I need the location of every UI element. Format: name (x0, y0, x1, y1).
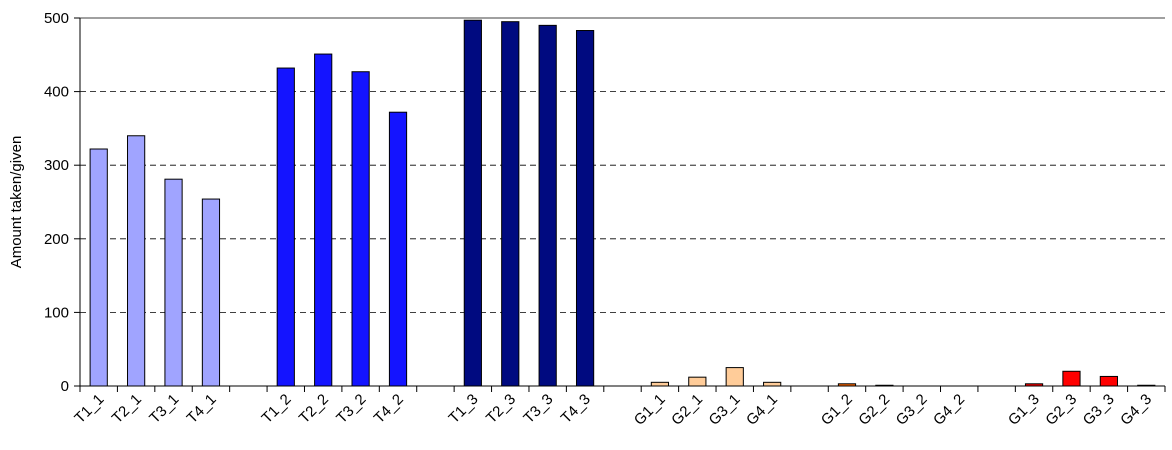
x-tick-label: T3_1 (146, 391, 182, 427)
y-tick-label: 0 (61, 378, 69, 395)
x-tick-label: G3_3 (1080, 391, 1118, 429)
x-tick-label: T3_2 (333, 391, 369, 427)
x-tick-label: T2_1 (109, 391, 145, 427)
bar (276, 67, 295, 387)
axes (74, 17, 1166, 392)
x-tick-label: G2_2 (855, 391, 893, 429)
x-tick-label: G1_1 (631, 391, 669, 429)
x-tick-label: T2_2 (296, 391, 332, 427)
y-tick-label: 200 (44, 231, 69, 248)
x-tick-label: T4_2 (371, 391, 407, 427)
y-tick-label: 100 (44, 304, 69, 321)
x-tick-label: T4_3 (558, 391, 594, 427)
x-tick-label: G2_3 (1042, 391, 1080, 429)
bar (763, 381, 782, 387)
x-tick-labels: T1_1 T2_1 T3_1 T4_1 T1_2 T2_2 T3_2 T4_2 T1_3 T2_3… (71, 391, 1155, 429)
x-tick-label: G4_3 (1117, 391, 1155, 429)
bar (127, 135, 146, 387)
bar (650, 381, 670, 387)
x-tick-label: T4_1 (184, 391, 220, 427)
x-tick-label: T1_1 (71, 391, 107, 427)
x-tick-label: T1_3 (445, 391, 481, 427)
x-tick-label: T3_3 (520, 391, 556, 427)
x-tick-label: G3_2 (893, 391, 931, 429)
y-axis-title: Amount taken/given (8, 136, 25, 269)
bar (164, 178, 183, 387)
x-tick-label: G1_2 (818, 391, 856, 429)
x-tick-label: G4_1 (743, 391, 781, 429)
y-tick-label: 300 (44, 157, 69, 174)
x-tick-label: G1_3 (1005, 391, 1043, 429)
bar (1062, 370, 1081, 387)
y-tick-label: 500 (44, 10, 69, 27)
bar (89, 148, 108, 387)
x-tick-label: T1_2 (258, 391, 294, 427)
bar (575, 30, 595, 387)
bar (388, 111, 408, 387)
x-tick-label: G2_1 (668, 391, 706, 429)
bar (1099, 375, 1118, 387)
y-tick-label: 400 (44, 84, 69, 101)
y-tick-labels: 0 100 200 300 400 500 (44, 10, 69, 395)
x-tick-label: T2_3 (483, 391, 519, 427)
bar (351, 71, 370, 387)
bar (688, 376, 707, 387)
x-tick-label: G4_2 (930, 391, 968, 429)
x-tick-label: G3_1 (706, 391, 744, 429)
gridlines (80, 17, 1165, 313)
bar (725, 367, 744, 387)
bar (501, 21, 520, 387)
bars (89, 19, 1156, 387)
bar (538, 24, 557, 387)
bar (463, 19, 482, 387)
bar (314, 53, 333, 387)
bar (201, 198, 221, 387)
